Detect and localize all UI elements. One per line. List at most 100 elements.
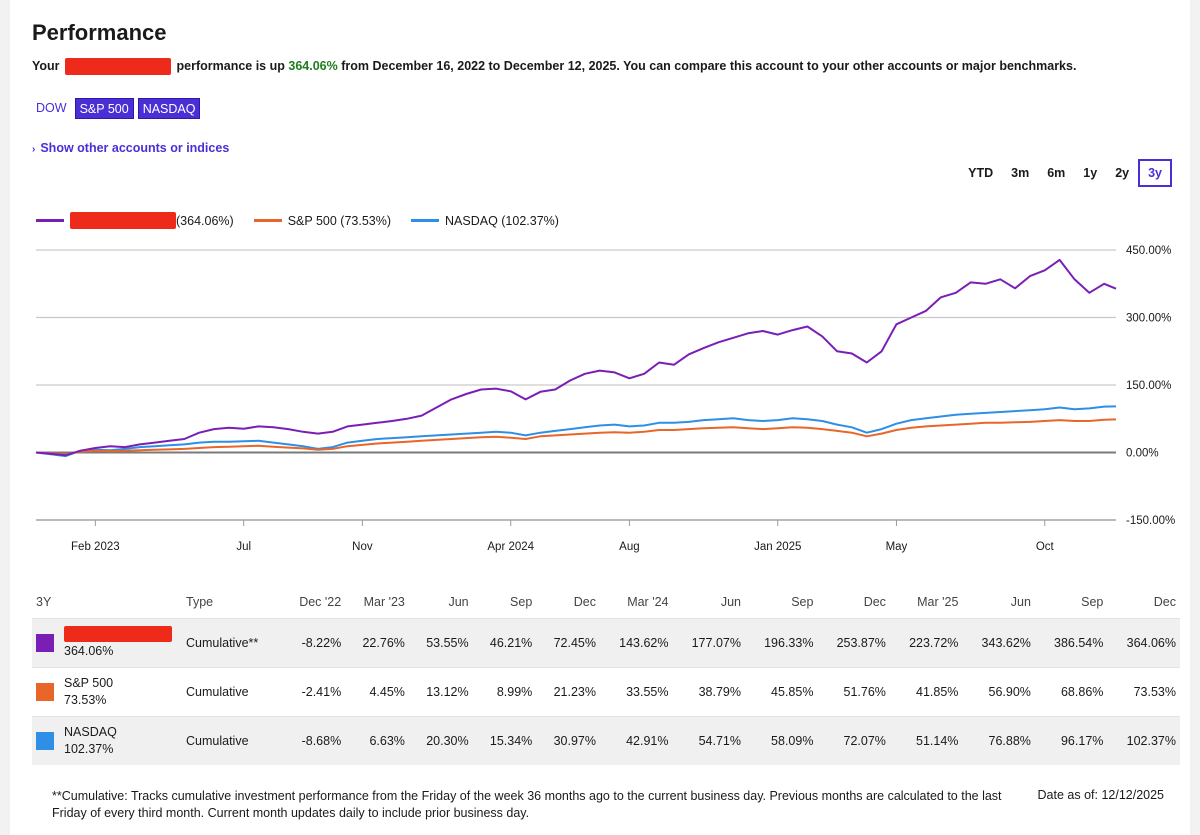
show-other-label: Show other accounts or indices	[40, 141, 230, 155]
legend-sp500-label: S&P 500 (73.53%)	[287, 213, 391, 228]
account-total: 73.53%	[64, 692, 107, 707]
series-line-account	[35, 258, 1117, 457]
range-ytd[interactable]: YTD	[968, 166, 994, 180]
performance-table: 3Y Type Dec '22 Mar '23 Jun Sep Dec Mar …	[32, 594, 1180, 765]
value-cell: 6.63%	[345, 715, 409, 765]
performance-summary: Your performance is up 364.06% from Dece…	[32, 58, 1076, 75]
col-header: Mar '23	[363, 594, 405, 609]
legend-account: (364.06%)	[36, 212, 234, 229]
x-tick-label: Apr 2024	[487, 541, 534, 553]
value-cell: 21.23%	[536, 666, 600, 716]
value-cell: 4.45%	[345, 666, 409, 716]
value-cell: 58.09%	[744, 715, 818, 765]
series-line-nasdaq	[35, 405, 1117, 458]
range-3m[interactable]: 3m	[1011, 166, 1030, 180]
redacted-account-name	[65, 58, 172, 75]
redacted-account-name	[64, 626, 172, 643]
value-cell: 13.12%	[408, 666, 473, 716]
y-tick-label: 450.00%	[1126, 245, 1171, 257]
col-header: Sep	[791, 594, 814, 609]
value-cell: 386.54%	[1034, 617, 1108, 667]
value-cell: 33.55%	[600, 666, 673, 716]
footnote: **Cumulative: Tracks cumulative investme…	[52, 789, 1002, 820]
value-cell: 102.37%	[1107, 715, 1180, 765]
legend-account-label: (364.06%)	[176, 213, 234, 228]
type-cell: Cumulative	[182, 715, 282, 765]
value-cell: 22.76%	[345, 617, 409, 667]
value-cell: 53.55%	[408, 617, 473, 667]
date-as-of: Date as of: 12/12/2025	[1037, 788, 1164, 802]
summary-percent: 364.06%	[288, 58, 338, 73]
y-tick-label: 150.00%	[1126, 380, 1171, 392]
table-row: NASDAQ 102.37% Cumulative -8.68% 6.63% 20.30%…	[32, 715, 1180, 765]
account-name-block: 364.06%	[36, 626, 178, 660]
legend-nasdaq-swatch	[411, 219, 439, 222]
range-6m[interactable]: 6m	[1047, 166, 1066, 180]
col-header: Dec	[1153, 594, 1176, 609]
range-3y[interactable]: 3y	[1138, 159, 1172, 187]
value-cell: 177.07%	[672, 617, 745, 667]
col-header: Sep	[1081, 594, 1104, 609]
value-cell: 51.14%	[889, 715, 963, 765]
x-tick-label: Oct	[1036, 541, 1055, 553]
legend-nasdaq: NASDAQ (102.37%)	[411, 214, 559, 228]
table-header-row: 3Y Type Dec '22 Mar '23 Jun Sep Dec Mar …	[32, 594, 1180, 618]
value-cell: 196.33%	[744, 617, 818, 667]
benchmark-sp500[interactable]: S&P 500	[74, 98, 134, 119]
col-header: Mar '24	[627, 594, 669, 609]
account-label	[64, 626, 172, 643]
col-header: Jun	[448, 594, 469, 609]
x-tick-label: May	[886, 541, 908, 553]
x-tick-label: Aug	[619, 541, 639, 553]
value-cell: 343.62%	[962, 617, 1035, 667]
value-cell: 51.76%	[817, 666, 890, 716]
series-line-sp500	[35, 418, 1117, 456]
account-name-block: S&P 500 73.53%	[36, 675, 178, 709]
account-label: S&P 500	[64, 675, 114, 690]
value-cell: 143.62%	[600, 617, 673, 667]
chart-legend: (364.06%) S&P 500 (73.53%) NASDAQ (102.3…	[36, 212, 579, 229]
col-header: Dec '22	[299, 594, 342, 609]
table-row: S&P 500 73.53% Cumulative -2.41% 4.45% 13.12%…	[32, 666, 1180, 716]
account-total: 364.06%	[64, 643, 114, 658]
performance-card: Performance Your performance is up 364.0…	[10, 0, 1190, 835]
legend-sp500-swatch	[253, 219, 282, 222]
page-title: Performance	[32, 20, 167, 45]
benchmark-nasdaq[interactable]: NASDAQ	[137, 98, 201, 119]
range-2y[interactable]: 2y	[1115, 166, 1130, 180]
value-cell: 56.90%	[962, 666, 1035, 716]
value-cell: -8.68%	[282, 715, 346, 765]
account-name: 364.06%	[64, 626, 172, 660]
performance-chart: 450.00% 300.00% 150.00% 0.00% -150.00% Feb 20…	[35, 245, 1175, 553]
value-cell: 15.34%	[472, 715, 537, 765]
value-cell: 30.97%	[536, 715, 600, 765]
value-cell: 76.88%	[962, 715, 1035, 765]
x-tick-label: Jul	[236, 541, 251, 553]
value-cell: 223.72%	[889, 617, 963, 667]
legend-sp500: S&P 500 (73.53%)	[253, 213, 391, 228]
range-1y[interactable]: 1y	[1083, 166, 1098, 180]
account-name-block: NASDAQ 102.37%	[36, 724, 178, 758]
value-cell: 54.71%	[672, 715, 745, 765]
table-row: 364.06% Cumulative** -8.22% 22.76% 53.55% 46.…	[32, 617, 1180, 667]
col-header: Mar '25	[917, 594, 959, 609]
series-color-swatch	[36, 731, 54, 750]
col-header: Sep	[510, 594, 533, 609]
x-tick-label: Jan 2025	[754, 541, 801, 553]
value-cell: 42.91%	[600, 715, 673, 765]
legend-account-swatch	[36, 219, 64, 222]
value-cell: 41.85%	[889, 666, 963, 716]
show-other-accounts-link[interactable]: › Show other accounts or indices	[32, 141, 229, 155]
col-header: Dec	[863, 594, 886, 609]
col-header: Dec	[573, 594, 596, 609]
redacted-account-name	[70, 212, 176, 229]
benchmark-dow[interactable]: DOW	[36, 101, 67, 115]
time-range-selector: YTD 3m 6m 1y 2y 3y	[959, 159, 1172, 187]
benchmark-toggles: DOW S&P 500 NASDAQ	[32, 98, 201, 119]
summary-suffix: from December 16, 2022 to December 12, 2…	[341, 58, 1077, 73]
value-cell: 20.30%	[408, 715, 473, 765]
series-color-swatch	[36, 633, 54, 652]
account-label: NASDAQ	[64, 724, 117, 739]
col-3y: 3Y	[36, 594, 52, 609]
series-color-swatch	[36, 682, 54, 701]
